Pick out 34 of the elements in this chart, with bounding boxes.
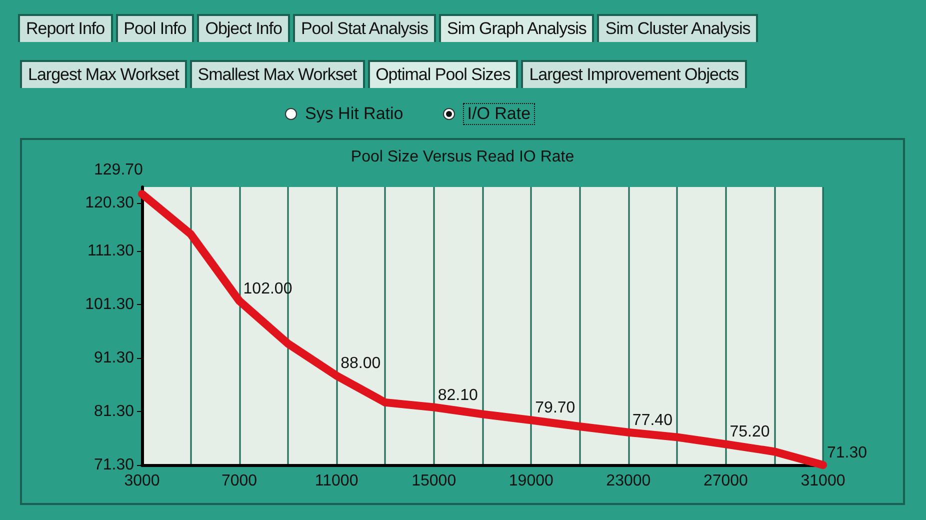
text: Sim Cluster Analysis [597, 14, 758, 42]
text: Pool Info [116, 14, 194, 42]
data-label: 71.30 [827, 444, 868, 462]
y-tick-label: 120.30 [85, 194, 134, 212]
y-tick-label: 91.30 [94, 350, 134, 367]
x-tick-label: 7000 [221, 472, 258, 490]
text: Optimal Pool Sizes [368, 60, 518, 88]
text: Largest Max Workset [20, 60, 187, 88]
y-tick-label: 81.30 [94, 403, 134, 420]
text: Smallest Max Workset [190, 60, 365, 88]
text: I/O Rate [463, 103, 535, 125]
x-tick-label: 27000 [703, 472, 748, 490]
chart-title: Pool Size Versus Read IO Rate [350, 148, 574, 166]
text: Sim Graph Analysis [439, 14, 594, 42]
x-tick-label: 23000 [606, 472, 651, 490]
data-label: 82.10 [438, 386, 478, 404]
text: Object Info [197, 14, 290, 42]
data-label: 77.40 [632, 412, 673, 429]
x-tick-label: 3000 [124, 472, 160, 490]
x-tick-label: 15000 [412, 472, 456, 490]
data-label: 75.20 [730, 424, 770, 441]
text: Pool Stat Analysis [292, 14, 436, 42]
y-tick-label: 101.30 [85, 296, 134, 314]
data-label: 88.00 [340, 355, 381, 372]
x-tick-label: 31000 [800, 472, 846, 490]
y-tick-label: 111.30 [87, 242, 134, 260]
data-label: 79.70 [535, 400, 576, 417]
text: 129.70 [94, 162, 144, 178]
text: Sys Hit Ratio [305, 104, 404, 124]
x-tick-label: 11000 [314, 472, 358, 490]
text: Largest Improvement Objects [521, 60, 747, 88]
text: Report Info [18, 14, 113, 42]
y-tick-label: 71.30 [94, 456, 134, 474]
x-tick-label: 19000 [508, 472, 554, 490]
